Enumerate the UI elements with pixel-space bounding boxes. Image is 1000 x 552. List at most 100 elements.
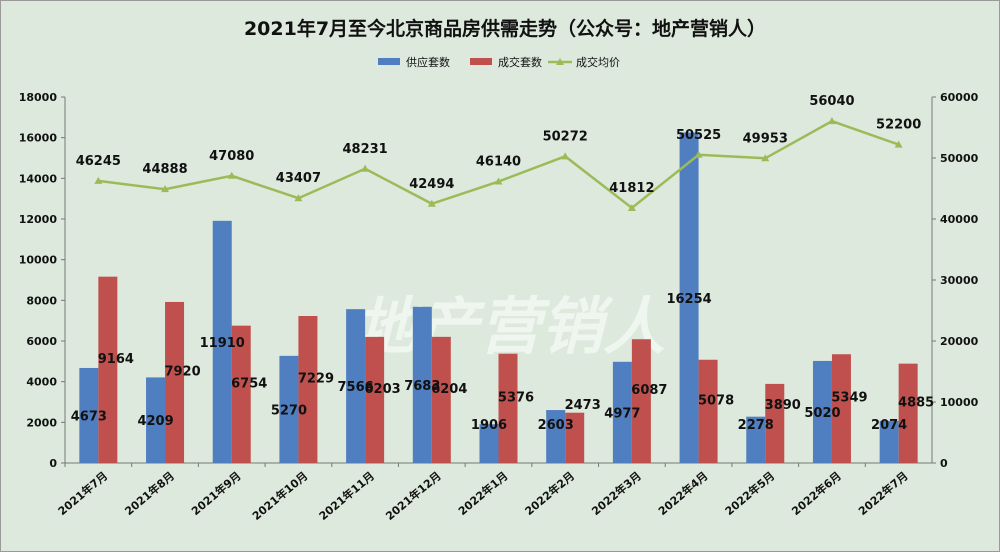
y-left-tick-label: 0 <box>49 457 57 470</box>
x-tick-label: 2021年7月 <box>55 469 110 518</box>
label-sales: 6203 <box>365 382 401 397</box>
bar-sales <box>898 363 918 463</box>
price-marker <box>361 164 370 172</box>
label-supply: 1906 <box>471 418 507 433</box>
label-price: 48231 <box>342 142 387 157</box>
label-price: 50272 <box>543 129 588 144</box>
y-right-tick-label: 10000 <box>940 396 979 409</box>
bar-sales <box>765 383 785 463</box>
y-left-tick-label: 18000 <box>19 91 58 104</box>
label-supply: 4209 <box>137 414 173 429</box>
bar-sales <box>431 336 451 463</box>
label-price: 56040 <box>809 94 854 109</box>
bar-sales <box>165 301 185 463</box>
label-supply: 11910 <box>200 336 245 351</box>
label-supply: 7683 <box>404 379 440 394</box>
x-tick-label: 2022年2月 <box>522 469 577 518</box>
y-left-tick-label: 14000 <box>19 172 58 185</box>
label-supply: 2603 <box>538 418 574 433</box>
y-right-tick-label: 50000 <box>940 152 979 165</box>
bar-supply <box>746 416 766 463</box>
price-marker <box>627 203 636 211</box>
legend-label: 成交套数 <box>498 55 542 69</box>
label-sales: 5349 <box>831 391 867 406</box>
bar-sales <box>631 339 651 463</box>
label-price: 44888 <box>142 162 187 177</box>
price-marker <box>94 176 103 184</box>
label-price: 47080 <box>209 149 254 164</box>
x-tick-label: 2022年5月 <box>722 469 777 518</box>
data-labels: 4673916442097920119106754527072297566620… <box>71 94 934 433</box>
label-supply: 4673 <box>71 409 107 424</box>
price-marker <box>694 150 703 158</box>
label-supply: 2074 <box>871 418 907 433</box>
label-sales: 5376 <box>498 390 534 405</box>
price-marker <box>894 140 903 148</box>
legend-swatch <box>378 58 400 65</box>
label-supply: 16254 <box>666 292 711 307</box>
y-left-tick-label: 6000 <box>26 335 57 348</box>
x-tick-label: 2021年11月 <box>316 469 377 523</box>
legend-marker <box>556 58 564 65</box>
x-tick-label: 2022年3月 <box>589 469 644 518</box>
bar-sales <box>831 354 851 463</box>
label-supply: 7566 <box>338 380 374 395</box>
price-marker <box>227 171 236 179</box>
label-sales: 6204 <box>431 382 467 397</box>
x-tick-label: 2022年1月 <box>455 469 510 518</box>
price-marker <box>294 194 303 202</box>
label-price: 41812 <box>609 181 654 196</box>
bar-supply <box>79 367 99 463</box>
y-left-tick-label: 8000 <box>26 294 57 307</box>
y-right-tick-label: 20000 <box>940 335 979 348</box>
price-line <box>94 117 903 211</box>
x-tick-label: 2022年7月 <box>855 469 910 518</box>
label-supply: 5020 <box>804 406 840 421</box>
label-sales: 7920 <box>164 364 200 379</box>
label-sales: 5078 <box>698 393 734 408</box>
x-tick-label: 2021年12月 <box>383 469 444 523</box>
label-sales: 6087 <box>631 383 667 398</box>
y-left-tick-label: 4000 <box>26 376 57 389</box>
bar-supply <box>812 360 832 463</box>
label-price: 52200 <box>876 118 921 133</box>
legend-label: 供应套数 <box>406 55 450 69</box>
bar-sales <box>498 353 518 463</box>
bar-sales <box>98 276 118 463</box>
label-price: 43407 <box>276 171 321 186</box>
y-left-tick-label: 10000 <box>19 254 58 267</box>
bar-supply <box>679 132 699 463</box>
label-price: 46140 <box>476 155 521 170</box>
bar-supply <box>612 361 632 463</box>
label-sales: 6754 <box>231 376 267 391</box>
label-sales: 3890 <box>765 398 801 413</box>
price-marker <box>561 152 570 160</box>
y-right-tick-label: 0 <box>940 457 948 470</box>
price-marker <box>427 199 436 207</box>
x-tick-label: 2021年10月 <box>249 469 310 523</box>
label-supply: 4977 <box>604 406 640 421</box>
legend: 供应套数 成交套数 成交均价 <box>378 55 620 69</box>
y-right-tick-label: 40000 <box>940 213 979 226</box>
label-price: 46245 <box>76 154 121 169</box>
price-marker <box>494 177 503 185</box>
bars <box>79 132 918 463</box>
x-tick-label: 2021年8月 <box>122 469 177 518</box>
bar-sales <box>365 336 385 463</box>
y-right-tick-label: 30000 <box>940 274 979 287</box>
bar-sales <box>565 412 585 463</box>
bar-sales <box>298 316 318 463</box>
label-sales: 2473 <box>565 398 601 413</box>
y-left-tick-label: 16000 <box>19 132 58 145</box>
watermark: 地产营销人 <box>355 290 665 363</box>
y-right-tick-label: 60000 <box>940 91 979 104</box>
bar-supply <box>146 377 166 463</box>
label-supply: 2278 <box>738 418 774 433</box>
x-tick-label: 2022年4月 <box>655 469 710 518</box>
bar-supply <box>546 410 566 463</box>
label-supply: 5270 <box>271 403 307 418</box>
label-sales: 7229 <box>298 372 334 387</box>
bar-supply <box>879 420 899 463</box>
bar-supply <box>412 306 432 463</box>
